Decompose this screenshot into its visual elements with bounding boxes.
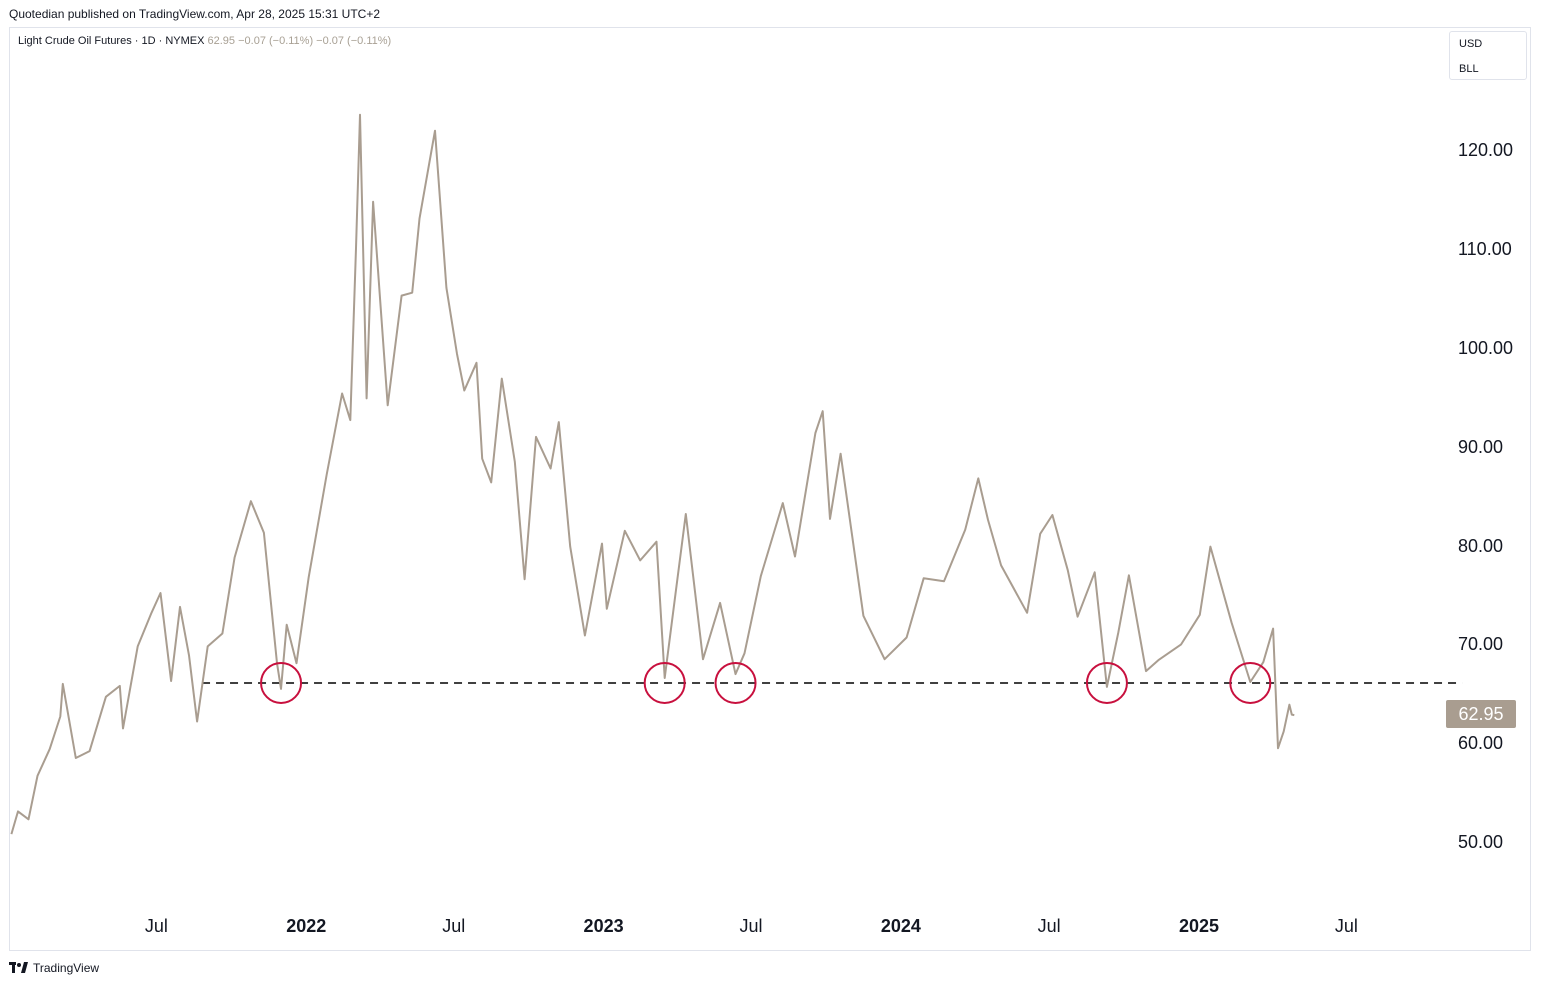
y-tick-label: 90.00 xyxy=(1458,436,1504,457)
y-tick-label: 80.00 xyxy=(1458,535,1504,556)
symbol-title: Light Crude Oil Futures · 1D · NYMEX xyxy=(18,35,205,47)
tradingview-logo[interactable]: TradingView xyxy=(9,961,99,975)
x-tick-label: Jul xyxy=(1037,916,1061,936)
currency-unit-box[interactable]: USD BLL xyxy=(1449,31,1527,80)
last-price-badge: 62.95 xyxy=(1446,700,1516,728)
support-test-circle-2 xyxy=(643,661,686,704)
x-tick-label: 2025 xyxy=(1178,916,1220,936)
support-test-circle-5 xyxy=(1229,661,1272,704)
x-tick-label: Jul xyxy=(739,916,763,936)
y-tick-label: 60.00 xyxy=(1458,733,1504,754)
logo-text: TradingView xyxy=(33,961,100,975)
x-tick-label: Jul xyxy=(1334,916,1358,936)
x-tick-label: 2024 xyxy=(880,916,921,936)
support-test-circle-1 xyxy=(260,661,303,704)
support-test-circle-4 xyxy=(1085,661,1128,704)
price-line xyxy=(10,113,1295,835)
y-tick-label: 100.00 xyxy=(1458,338,1514,358)
symbol-values: 62.95 −0.07 (−0.11%) −0.07 (−0.11%) xyxy=(207,35,392,47)
currency-label: USD xyxy=(1459,38,1483,50)
y-tick-label: 70.00 xyxy=(1458,634,1504,655)
x-tick-label: Jul xyxy=(144,916,168,936)
x-tick-label: Jul xyxy=(442,916,466,936)
y-tick-label: 110.00 xyxy=(1458,239,1512,260)
y-tick-label: 50.00 xyxy=(1458,832,1504,852)
y-tick-label: 120.00 xyxy=(1458,140,1514,161)
tradingview-logo-icon xyxy=(9,962,28,973)
x-tick-label: 2023 xyxy=(583,916,624,936)
symbol-legend[interactable]: Light Crude Oil Futures · 1D · NYMEX 62.… xyxy=(18,35,391,47)
x-tick-label: 2022 xyxy=(286,916,327,936)
publisher-attribution: Quotedian published on TradingView.com, … xyxy=(9,7,381,21)
unit-label: BLL xyxy=(1459,63,1479,75)
chart-frame xyxy=(9,27,1531,951)
support-test-circle-3 xyxy=(714,661,757,704)
